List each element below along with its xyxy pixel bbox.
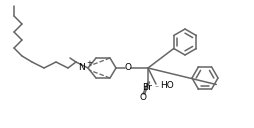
Text: O: O xyxy=(139,93,146,103)
Text: Br: Br xyxy=(141,83,151,93)
Text: N: N xyxy=(78,63,85,72)
Text: HO: HO xyxy=(159,82,173,90)
Text: +: + xyxy=(86,60,92,66)
Text: ⁻: ⁻ xyxy=(153,83,157,93)
Text: O: O xyxy=(124,63,131,72)
